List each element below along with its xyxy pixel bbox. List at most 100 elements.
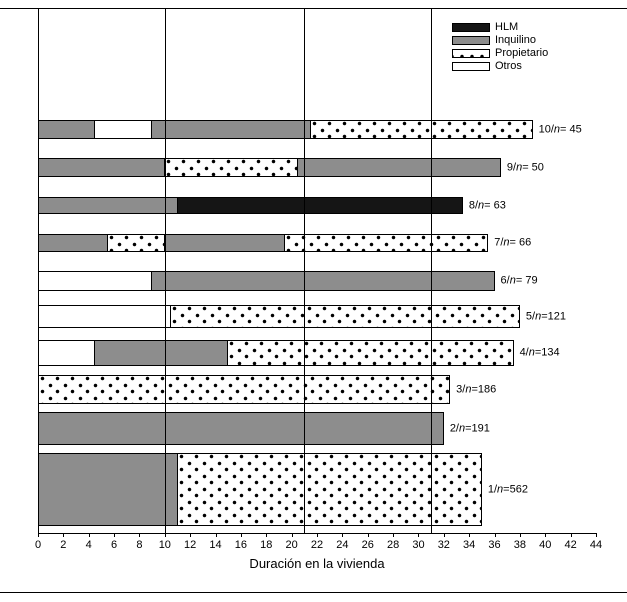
x-axis-tick-label: 34 (463, 539, 476, 551)
legend-swatch-inquilino (452, 36, 490, 45)
x-axis-title: Duración en la vivienda (249, 556, 385, 571)
legend-item-inquilino: Inquilino (452, 35, 548, 46)
x-axis-tick (63, 533, 65, 537)
bar-segment-propietario (106, 234, 165, 252)
bar-label: 5/n=121 (525, 310, 566, 322)
legend-label: Otros (495, 60, 522, 72)
bar-segment-inquilino (151, 271, 495, 291)
x-axis-tick-label: 0 (34, 539, 42, 551)
bar-segment-propietario (163, 158, 298, 177)
legend-label: Inquilino (495, 34, 536, 46)
bar-segment-inquilino (38, 234, 108, 252)
bar-label: 3/n=186 (456, 383, 497, 395)
bar-segment-otros (38, 305, 172, 328)
x-axis-tick (367, 533, 369, 537)
x-axis-tick-label: 44 (589, 539, 603, 551)
bar-label: 4/n=134 (519, 346, 560, 359)
x-axis-tick (114, 533, 116, 537)
x-axis-tick (317, 533, 318, 537)
x-axis-tick-label: 16 (234, 539, 248, 551)
x-axis-tick-label: 32 (437, 539, 450, 551)
x-axis-tick (190, 533, 192, 537)
x-axis-tick (596, 533, 597, 537)
bar-label: 8/n= 63 (468, 199, 506, 211)
x-axis-tick-label: 40 (539, 539, 552, 551)
legend-item-propietario: Propietario (452, 48, 548, 59)
legend-swatch-otros (452, 62, 490, 71)
x-axis-tick-label: 4 (85, 539, 92, 551)
bar-segment-inquilino (38, 158, 165, 177)
x-axis-tick (266, 533, 268, 537)
legend-swatch-propietario (452, 49, 490, 58)
x-axis-tick (291, 533, 293, 537)
x-axis-tick-label: 30 (412, 539, 425, 551)
legend-swatch-hlm (452, 23, 490, 32)
x-axis-tick-label: 22 (310, 539, 324, 551)
x-axis-tick (545, 533, 547, 537)
bar-segment-inquilino (38, 197, 178, 214)
x-axis-tick (418, 533, 420, 537)
bar-segment-inquilino (38, 120, 96, 139)
x-axis-tick-label: 36 (488, 539, 501, 551)
bar-segment-inquilino (296, 158, 501, 177)
bar-label: 6/n= 79 (500, 274, 538, 287)
x-axis-tick (519, 533, 521, 537)
bar-segment-otros (38, 271, 153, 291)
x-axis-tick-label: 20 (285, 539, 298, 551)
x-axis-tick (469, 533, 471, 537)
reference-line (304, 8, 306, 533)
bar-label: 9/n= 50 (506, 161, 544, 173)
bar-label: 1/n=562 (487, 483, 528, 495)
bar-label: 2/n=191 (449, 422, 490, 434)
bar-segment-propietario (38, 375, 451, 404)
bar-segment-propietario (227, 340, 514, 366)
bar-segment-inquilino (38, 453, 178, 526)
bar-segment-hlm (176, 197, 463, 214)
legend-label: Propietario (495, 47, 549, 59)
reference-line (164, 8, 166, 533)
bar-segment-propietario (176, 453, 482, 526)
x-axis-tick-label: 12 (184, 539, 197, 551)
x-axis-tick (443, 533, 445, 537)
x-axis-tick (342, 533, 344, 537)
x-axis-tick (88, 533, 90, 537)
bar-segment-propietario (284, 234, 489, 252)
x-axis-tick (570, 533, 572, 537)
bar-segment-inquilino (163, 234, 286, 252)
x-axis-tick-label: 6 (111, 539, 118, 551)
bar-segment-otros (94, 120, 153, 139)
x-axis-tick-label: 10 (158, 539, 171, 551)
reference-line (431, 8, 433, 533)
bar-segment-propietario (170, 305, 520, 328)
x-axis-tick (494, 533, 496, 537)
bar-label: 7/n= 66 (494, 236, 532, 249)
bottom-rule (0, 592, 627, 593)
x-axis-tick-label: 18 (260, 539, 273, 551)
legend-label: HLM (495, 21, 519, 33)
x-axis-tick-label: 8 (136, 539, 143, 551)
legend-item-hlm: HLM (452, 22, 548, 33)
legend-item-otros: Otros (452, 61, 548, 72)
bar-segment-propietario (309, 120, 533, 139)
x-axis-tick-label: 26 (361, 539, 374, 551)
x-axis-tick (215, 533, 217, 537)
bar-segment-inquilino (151, 120, 311, 139)
x-axis-tick (139, 533, 141, 537)
x-axis-tick (38, 533, 39, 537)
x-axis-tick (393, 533, 395, 537)
x-axis-tick-label: 14 (209, 539, 222, 551)
x-axis-tick-label: 28 (386, 539, 400, 551)
bar-segment-otros (38, 340, 96, 366)
top-rule (0, 8, 627, 9)
bar-label: 10/n= 45 (538, 123, 582, 135)
x-axis-tick (240, 533, 242, 537)
legend: HLM Inquilino Propietario Otros (452, 22, 548, 74)
x-axis-tick (164, 533, 166, 537)
x-axis-tick-label: 24 (336, 539, 349, 551)
y-axis-line (38, 8, 39, 533)
bar-segment-inquilino (38, 412, 444, 445)
x-axis-tick-label: 42 (564, 539, 577, 551)
x-axis-tick-label: 2 (60, 539, 67, 551)
